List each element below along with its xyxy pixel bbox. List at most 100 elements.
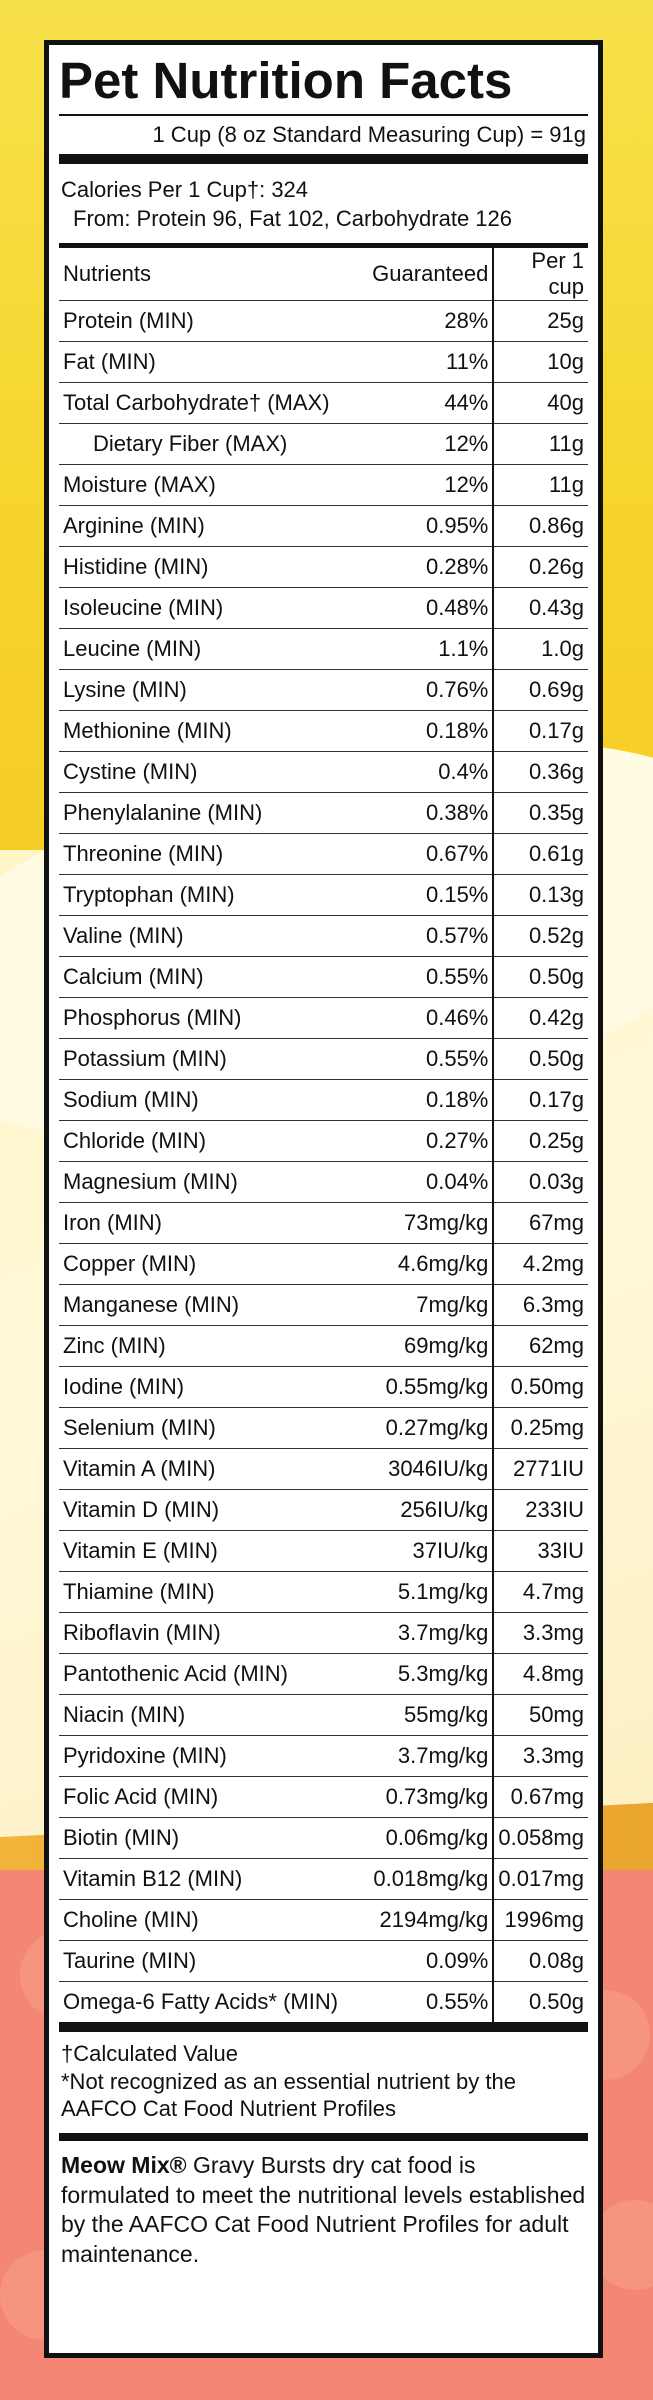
table-row: Phosphorus (MIN) 0.46% 0.42g [59,997,588,1039]
nutrient-name: Lysine (MIN) [59,669,360,711]
table-row: Chloride (MIN) 0.27% 0.25g [59,1120,588,1162]
guaranteed-value: 3.7mg/kg [359,1735,494,1777]
footnotes: †Calculated Value *Not recognized as an … [59,2032,588,2133]
guaranteed-value: 0.55% [359,1038,494,1080]
table-row: Vitamin E (MIN) 37IU/kg 33IU [59,1530,588,1572]
table-row: Cystine (MIN) 0.4% 0.36g [59,751,588,793]
header-guaranteed: Guaranteed [372,261,489,287]
calories-label: Calories Per 1 Cup†: 324 [61,177,309,202]
guaranteed-value: 4.6mg/kg [359,1243,494,1285]
table-row: Arginine (MIN) 0.95% 0.86g [59,505,588,547]
nutrient-name: Vitamin D (MIN) [59,1489,360,1531]
per-cup-value: 10g [492,341,588,383]
per-cup-value: 0.17g [492,710,588,752]
table-row: Thiamine (MIN) 5.1mg/kg 4.7mg [59,1571,588,1613]
per-cup-value: 0.03g [492,1161,588,1203]
table-row: Magnesium (MIN) 0.04% 0.03g [59,1161,588,1203]
table-row: Valine (MIN) 0.57% 0.52g [59,915,588,957]
nutrient-name: Vitamin A (MIN) [59,1448,360,1490]
per-cup-value: 33IU [492,1530,588,1572]
table-row: Isoleucine (MIN) 0.48% 0.43g [59,587,588,629]
table-row: Histidine (MIN) 0.28% 0.26g [59,546,588,588]
nutrient-name: Copper (MIN) [59,1243,360,1285]
per-cup-value: 3.3mg [492,1612,588,1654]
table-row: Manganese (MIN) 7mg/kg 6.3mg [59,1284,588,1326]
footnote-aafco: *Not recognized as an essential nutrient… [61,2068,516,2122]
guaranteed-value: 44% [359,382,494,424]
per-cup-value: 0.058mg [492,1817,588,1859]
nutrient-name: Moisture (MAX) [59,464,360,506]
thick-divider [59,154,588,164]
table-row: Zinc (MIN) 69mg/kg 62mg [59,1325,588,1367]
aafco-statement: Meow Mix® Gravy Bursts dry cat food is f… [59,2141,588,2271]
nutrient-name: Sodium (MIN) [59,1079,360,1121]
guaranteed-value: 5.3mg/kg [359,1653,494,1695]
serving-size: 1 Cup (8 oz Standard Measuring Cup) = 91… [59,114,588,154]
nutrient-name: Methionine (MIN) [59,710,360,752]
table-row: Taurine (MIN) 0.09% 0.08g [59,1940,588,1982]
guaranteed-value: 0.95% [359,505,494,547]
nutrient-name: Choline (MIN) [59,1899,360,1941]
per-cup-value: 4.7mg [492,1571,588,1613]
guaranteed-value: 69mg/kg [359,1325,494,1367]
nutrient-name: Biotin (MIN) [59,1817,360,1859]
table-row: Iodine (MIN) 0.55mg/kg 0.50mg [59,1366,588,1408]
per-cup-value: 0.50mg [492,1366,588,1408]
header-per-cup: Per 1 cup [492,248,588,301]
per-cup-value: 0.13g [492,874,588,916]
table-row: Protein (MIN) 28% 25g [59,300,588,342]
guaranteed-value: 0.57% [359,915,494,957]
table-row: Lysine (MIN) 0.76% 0.69g [59,669,588,711]
nutrient-name: Potassium (MIN) [59,1038,360,1080]
table-row: Niacin (MIN) 55mg/kg 50mg [59,1694,588,1736]
guaranteed-value: 0.018mg/kg [359,1858,494,1900]
per-cup-value: 40g [492,382,588,424]
guaranteed-value: 0.18% [359,710,494,752]
calories-from: From: Protein 96, Fat 102, Carbohydrate … [73,205,513,231]
nutrient-name: Taurine (MIN) [59,1940,360,1982]
guaranteed-value: 0.27% [359,1120,494,1162]
guaranteed-value: 256IU/kg [359,1489,494,1531]
table-row: Potassium (MIN) 0.55% 0.50g [59,1038,588,1080]
nutrients-table: Nutrients Guaranteed Per 1 cup Protein (… [59,248,588,2023]
nutrient-name: Magnesium (MIN) [59,1161,360,1203]
table-row: Omega-6 Fatty Acids* (MIN) 0.55% 0.50g [59,1981,588,2023]
table-row: Folic Acid (MIN) 0.73mg/kg 0.67mg [59,1776,588,1818]
per-cup-value: 6.3mg [492,1284,588,1326]
calories-section: Calories Per 1 Cup†: 324 From: Protein 9… [59,164,588,243]
per-cup-value: 0.08g [492,1940,588,1982]
nutrient-name: Folic Acid (MIN) [59,1776,360,1818]
guaranteed-value: 7mg/kg [359,1284,494,1326]
guaranteed-value: 0.55% [359,1981,494,2023]
guaranteed-value: 11% [359,341,494,383]
per-cup-value: 11g [492,464,588,506]
guaranteed-value: 0.55% [359,956,494,998]
per-cup-value: 50mg [492,1694,588,1736]
table-row: Phenylalanine (MIN) 0.38% 0.35g [59,792,588,834]
per-cup-value: 0.69g [492,669,588,711]
table-row: Biotin (MIN) 0.06mg/kg 0.058mg [59,1817,588,1859]
table-row: Moisture (MAX) 12% 11g [59,464,588,506]
guaranteed-value: 0.48% [359,587,494,629]
guaranteed-value: 12% [359,423,494,465]
table-row: Calcium (MIN) 0.55% 0.50g [59,956,588,998]
nutrient-name: Calcium (MIN) [59,956,360,998]
per-cup-value: 0.67mg [492,1776,588,1818]
table-row: Vitamin B12 (MIN) 0.018mg/kg 0.017mg [59,1858,588,1900]
statement-text: Gravy Bursts dry cat food is formulated … [61,2151,586,2268]
per-cup-value: 0.61g [492,833,588,875]
nutrient-name: Tryptophan (MIN) [59,874,360,916]
per-cup-value: 0.35g [492,792,588,834]
guaranteed-value: 0.55mg/kg [359,1366,494,1408]
nutrient-name: Arginine (MIN) [59,505,360,547]
guaranteed-value: 0.18% [359,1079,494,1121]
nutrient-name: Valine (MIN) [59,915,360,957]
guaranteed-value: 55mg/kg [359,1694,494,1736]
nutrient-name: Cystine (MIN) [59,751,360,793]
table-row: Vitamin D (MIN) 256IU/kg 233IU [59,1489,588,1531]
guaranteed-value: 0.28% [359,546,494,588]
per-cup-value: 0.25mg [492,1407,588,1449]
guaranteed-value: 73mg/kg [359,1202,494,1244]
per-cup-value: 0.50g [492,1038,588,1080]
nutrient-name: Phosphorus (MIN) [59,997,360,1039]
